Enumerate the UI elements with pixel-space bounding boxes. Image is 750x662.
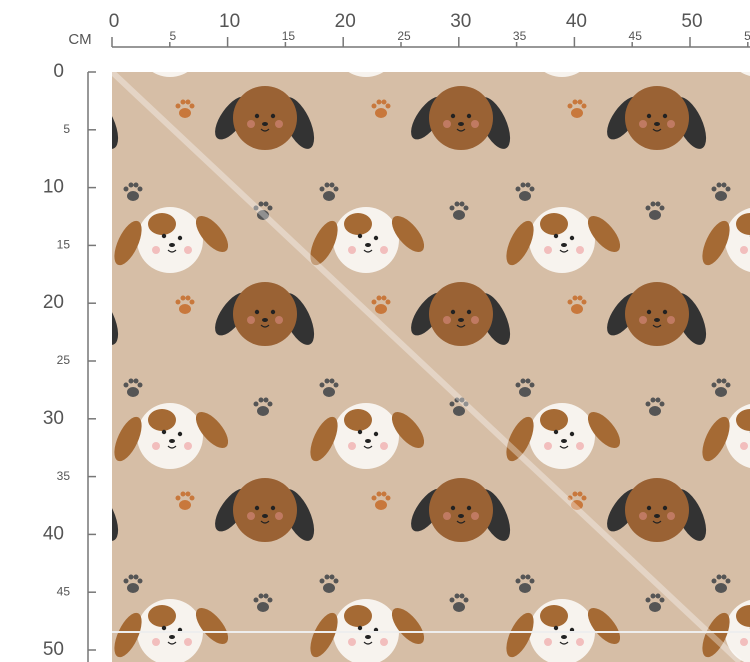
y-tick-label: 20 [43,292,64,313]
x-tick-label: 35 [513,29,527,43]
light-reflection [109,69,743,662]
x-tick-label: 30 [450,11,471,32]
x-tick-label: 25 [397,29,411,43]
unit-label: CM [68,31,91,48]
x-tick-label: 55 [744,29,750,43]
y-tick-label: 30 [43,408,64,429]
x-tick-label: 50 [681,11,702,32]
x-tick-label: 45 [629,29,643,43]
y-tick-label: 40 [43,523,64,544]
x-tick-label: 15 [282,29,296,43]
fabric-pattern [112,72,750,662]
y-tick-label: 25 [57,353,71,367]
x-tick-label: 0 [109,11,120,32]
y-tick-label: 15 [57,238,71,252]
x-tick-label: 40 [566,11,587,32]
y-tick-label: 0 [53,61,64,82]
y-tick-label: 35 [57,469,71,483]
y-tick-label: 10 [43,177,64,198]
y-tick-label: 45 [57,584,71,598]
x-tick-label: 5 [169,29,176,43]
y-tick-label: 5 [63,122,70,136]
y-tick-label: 50 [43,639,64,660]
x-tick-label: 20 [335,11,356,32]
x-tick-label: 10 [219,11,240,32]
